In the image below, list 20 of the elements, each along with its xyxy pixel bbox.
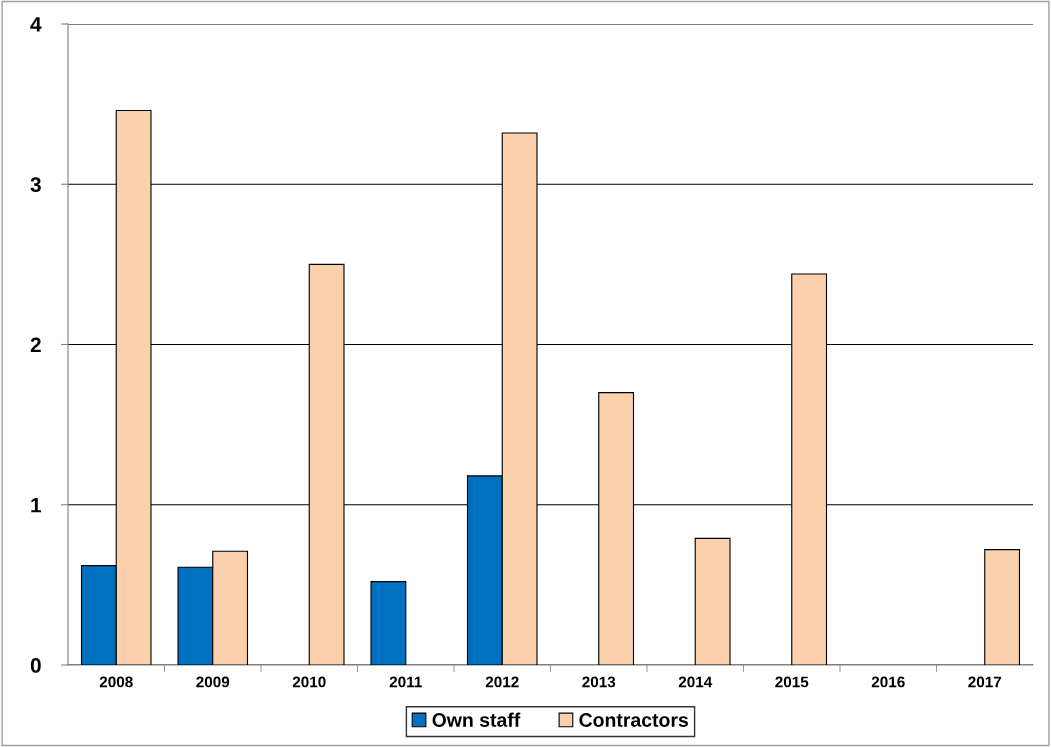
y-tick-label: 1 (31, 497, 42, 513)
y-tick-label: 2 (30, 337, 41, 353)
bar (370, 581, 407, 665)
legend-label: Own staff (432, 712, 521, 727)
y-tick-label: 0 (30, 658, 41, 673)
x-tick-label: 2017 (968, 676, 1002, 688)
bar (984, 549, 1021, 665)
legend-label: Contractors (579, 713, 688, 727)
x-tick-label: 2008 (99, 676, 133, 688)
x-tick-label: 2015 (775, 676, 809, 688)
x-tick-label: 2011 (389, 676, 422, 688)
x-tick-label: 2010 (292, 676, 326, 688)
x-tick-label: 2012 (485, 676, 519, 688)
x-tick-label: 2013 (582, 676, 616, 688)
bar (694, 537, 731, 665)
y-tick-label: 3 (30, 177, 41, 193)
x-tick-label: 2016 (871, 676, 905, 688)
x-tick-label: 2009 (196, 676, 230, 688)
y-tick-label: 4 (30, 17, 42, 32)
x-tick-label: 2014 (678, 676, 713, 688)
